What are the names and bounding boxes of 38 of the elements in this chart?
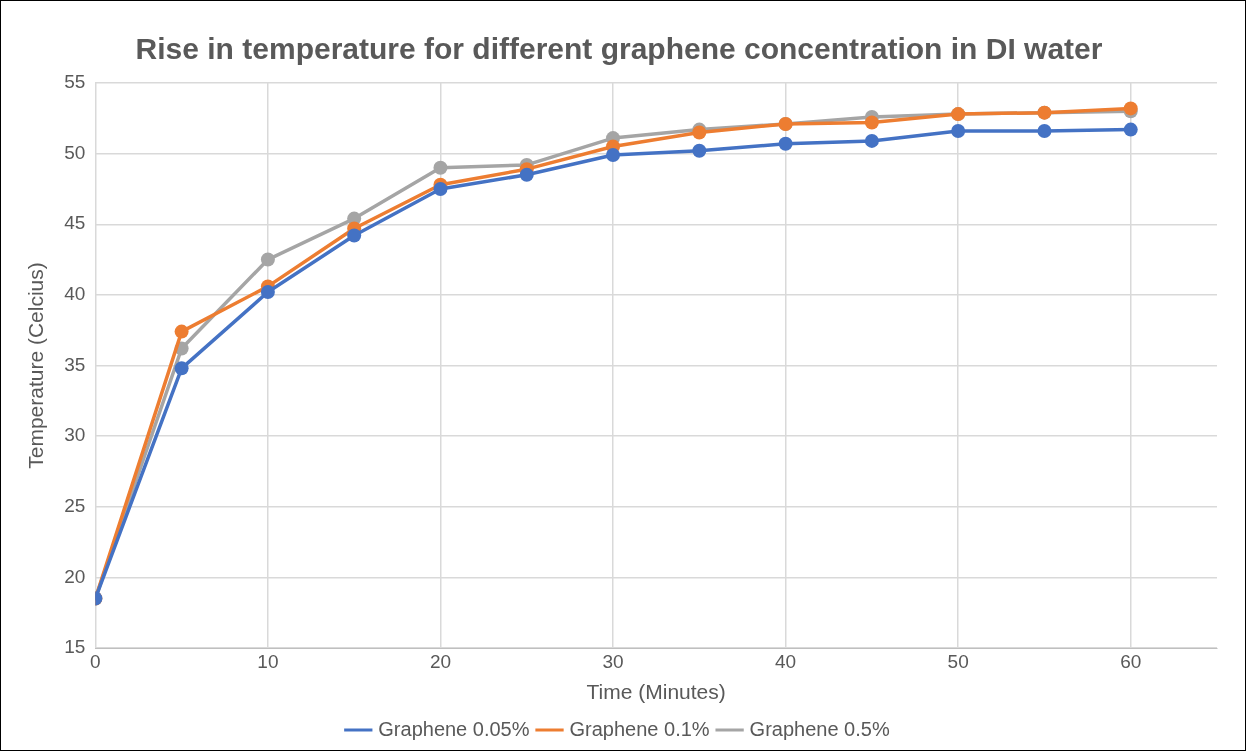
y-tick-label: 40	[64, 283, 86, 305]
point	[864, 115, 879, 130]
x-tick-label: 10	[257, 650, 279, 672]
point	[174, 324, 189, 339]
point	[433, 160, 448, 175]
point	[1123, 122, 1138, 137]
x-tick-label: 60	[1120, 650, 1142, 672]
x-tick-label: 30	[602, 650, 624, 672]
y-tick-label: 45	[64, 212, 86, 234]
point	[260, 252, 275, 267]
point	[951, 124, 966, 139]
point	[347, 228, 362, 243]
point	[606, 148, 621, 163]
legend-label: Graphene 0.1%	[569, 717, 710, 740]
y-tick-label: 35	[64, 353, 86, 375]
legend-label: Graphene 0.05%	[378, 717, 530, 740]
x-tick-label: 0	[90, 650, 101, 672]
x-axis-title: Time (Minutes)	[586, 680, 726, 704]
y-tick-label: 25	[64, 494, 86, 516]
point	[692, 143, 707, 158]
legend-label: Graphene 0.5%	[749, 717, 890, 740]
y-tick-label: 15	[64, 636, 86, 658]
point	[433, 181, 448, 196]
y-tick-label: 50	[64, 141, 86, 163]
point	[1037, 124, 1052, 139]
y-tick-label: 55	[64, 71, 86, 93]
point	[778, 136, 793, 151]
x-tick-label: 40	[775, 650, 797, 672]
x-tick-label: 50	[947, 650, 969, 672]
y-axis-title: Temperature (Celcius)	[24, 262, 48, 469]
y-tick-label: 20	[64, 565, 86, 587]
point	[519, 167, 534, 182]
x-tick-label: 20	[429, 650, 452, 672]
y-tick-label: 30	[64, 424, 86, 446]
point	[260, 285, 275, 300]
point	[174, 361, 189, 376]
chart-title: Rise in temperature for different graphene concentration in DI water	[135, 32, 1103, 66]
point	[864, 133, 879, 148]
